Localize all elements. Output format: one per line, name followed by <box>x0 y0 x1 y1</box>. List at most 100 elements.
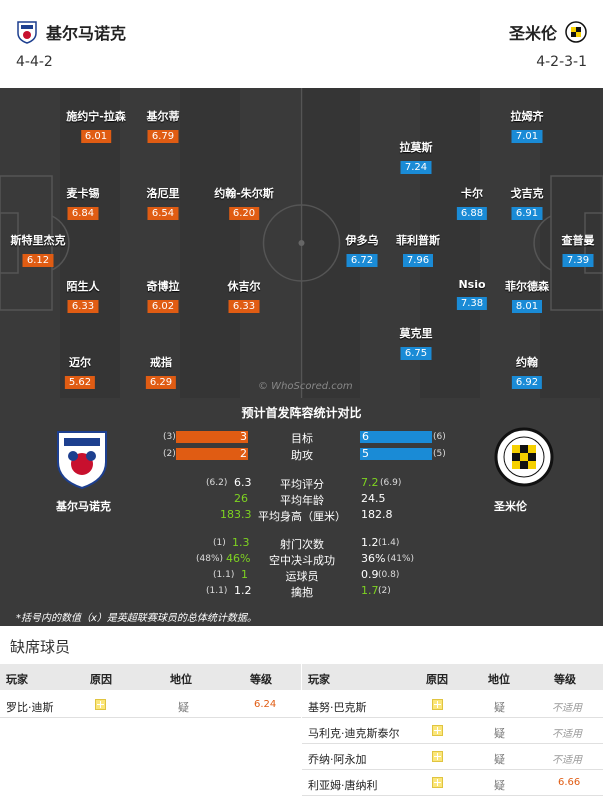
away-stat-prev: (6.9) <box>380 478 402 488</box>
home-stat-prev: (1) <box>213 538 226 548</box>
player-rating: 6.79 <box>147 130 179 143</box>
st-mirren-badge-icon <box>565 21 587 43</box>
home-stat-value: 1.2 <box>234 584 252 597</box>
home-team[interactable]: 基尔马诺克 <box>16 20 126 44</box>
player-rating: 6.24 <box>254 699 277 710</box>
player-rating: 7.38 <box>456 297 488 310</box>
stat-label: 平均身高（厘米） <box>258 510 346 523</box>
player-rating: 6.12 <box>22 254 54 267</box>
missing-player-name[interactable]: 利亚姆·唐纳利 <box>308 779 378 792</box>
player-rating: 6.01 <box>80 130 112 143</box>
missing-player-name[interactable]: 罗比·迪斯 <box>6 701 54 714</box>
footnote: *括号内的数值（x）是英超联赛球员的总体统计数据。 <box>16 613 257 624</box>
home-formation: 4-4-2 <box>16 54 53 70</box>
stat-label: 擒抱 <box>291 586 313 599</box>
status-doubtful: 疑 <box>494 753 505 766</box>
away-goals-value: 6 <box>362 430 369 443</box>
away-player[interactable]: 拉莫斯 7.24 <box>400 139 433 174</box>
player-rating: 6.29 <box>145 376 177 389</box>
status-doubtful: 疑 <box>178 701 189 714</box>
player-name: 奇博拉 <box>146 280 180 293</box>
player-rating: 不适用 <box>552 703 582 714</box>
away-player[interactable]: 卡尔 6.88 <box>456 185 488 220</box>
away-player[interactable]: 戈吉克 6.91 <box>511 185 544 220</box>
pitch-markings <box>0 88 603 398</box>
player-name: 约翰-朱尔斯 <box>214 187 274 200</box>
away-player[interactable]: 约翰 6.92 <box>511 354 543 389</box>
player-rating: 不适用 <box>552 729 582 740</box>
home-player[interactable]: 戒指 6.29 <box>145 354 177 389</box>
table-row[interactable]: 利亚姆·唐纳利 疑 6.66 <box>302 770 603 796</box>
col-status: 地位 <box>488 673 510 686</box>
away-team-name: 圣米伦 <box>508 24 557 43</box>
home-team-name: 基尔马诺克 <box>56 500 111 513</box>
kilmarnock-badge-icon <box>17 21 37 44</box>
player-name: 麦卡锡 <box>66 187 100 200</box>
player-name: 施约宁-拉森 <box>66 110 126 123</box>
away-player[interactable]: 伊多乌 6.72 <box>346 232 379 267</box>
col-status: 地位 <box>170 673 192 686</box>
player-rating: 6.75 <box>400 347 432 360</box>
col-rating: 等级 <box>250 673 272 686</box>
away-player[interactable]: Nsio 7.38 <box>456 278 488 310</box>
away-team[interactable]: 圣米伦 <box>509 20 587 44</box>
home-player[interactable]: 施约宁-拉森 6.01 <box>66 108 126 143</box>
home-goals-prev: (3) <box>163 432 176 442</box>
injury-icon <box>432 699 443 713</box>
player-rating: 7.96 <box>402 254 434 267</box>
player-name: 基尔蒂 <box>146 110 180 123</box>
home-stat-value: 1.3 <box>232 536 250 549</box>
goals-label: 目标 <box>291 432 313 445</box>
player-rating: 6.84 <box>67 207 99 220</box>
stat-label: 运球员 <box>285 570 319 583</box>
player-name: Nsio <box>458 278 486 291</box>
col-reason: 原因 <box>426 673 448 686</box>
col-reason: 原因 <box>90 673 112 686</box>
home-stat-prev: (1.1) <box>213 570 235 580</box>
away-goals-bar <box>360 431 432 443</box>
home-player[interactable]: 休吉尔 6.33 <box>228 278 261 313</box>
away-stat-prev: (0.8) <box>378 570 400 580</box>
col-player: 玩家 <box>6 673 28 686</box>
home-player[interactable]: 基尔蒂 6.79 <box>147 108 180 143</box>
missing-player-name[interactable]: 马利克·迪克斯泰尔 <box>308 727 400 740</box>
st-mirren-badge-icon <box>494 427 554 487</box>
away-player[interactable]: 菲尔德森 8.01 <box>505 278 549 313</box>
home-player[interactable]: 斯特里杰克 6.12 <box>11 232 66 267</box>
stat-label: 空中决斗成功 <box>269 554 335 567</box>
home-player[interactable]: 陌生人 6.33 <box>67 278 100 313</box>
home-player[interactable]: 迈尔 5.62 <box>64 354 96 389</box>
injury-icon <box>95 699 106 713</box>
away-assists-prev: (5) <box>433 449 446 459</box>
missing-player-name[interactable]: 基努·巴克斯 <box>308 701 367 714</box>
player-name: 莫克里 <box>399 327 433 340</box>
col-rating: 等级 <box>554 673 576 686</box>
away-player[interactable]: 莫克里 6.75 <box>400 325 433 360</box>
table-row[interactable]: 乔纳·阿永加 疑 不适用 <box>302 744 603 770</box>
home-player[interactable]: 麦卡锡 6.84 <box>67 185 100 220</box>
home-stat-value: 183.3 <box>220 508 252 521</box>
home-stat-value: 1 <box>241 568 248 581</box>
player-rating: 8.01 <box>511 300 543 313</box>
home-player[interactable]: 洛厄里 6.54 <box>147 185 180 220</box>
away-player[interactable]: 拉姆齐 7.01 <box>511 108 544 143</box>
table-row[interactable]: 马利克·迪克斯泰尔 疑 不适用 <box>302 718 603 744</box>
table-row[interactable]: 罗比·迪斯 疑 6.24 <box>0 692 301 718</box>
stat-label: 射门次数 <box>280 538 324 551</box>
status-doubtful: 疑 <box>494 727 505 740</box>
away-player[interactable]: 查普曼 7.39 <box>562 232 595 267</box>
home-player[interactable]: 奇博拉 6.02 <box>147 278 180 313</box>
missing-player-name[interactable]: 乔纳·阿永加 <box>308 753 367 766</box>
player-name: 休吉尔 <box>227 280 261 293</box>
assists-label: 助攻 <box>291 449 313 462</box>
home-team-name: 基尔马诺克 <box>46 24 127 43</box>
home-player[interactable]: 约翰-朱尔斯 6.20 <box>214 185 274 220</box>
home-assists-bar <box>176 448 248 460</box>
away-missing-table-header: 玩家 原因 地位 等级 <box>302 664 603 690</box>
away-formation: 4-2-3-1 <box>536 54 587 70</box>
table-row[interactable]: 基努·巴克斯 疑 不适用 <box>302 692 603 718</box>
player-name: 查普曼 <box>561 234 595 247</box>
home-assists-value: 2 <box>240 447 247 460</box>
lineup-stats-comparison: 预计首发阵容统计对比 基尔马诺克 圣米伦 (3) 3 目标 6 (6) (2) … <box>0 398 603 626</box>
away-player[interactable]: 菲利普斯 7.96 <box>396 232 440 267</box>
